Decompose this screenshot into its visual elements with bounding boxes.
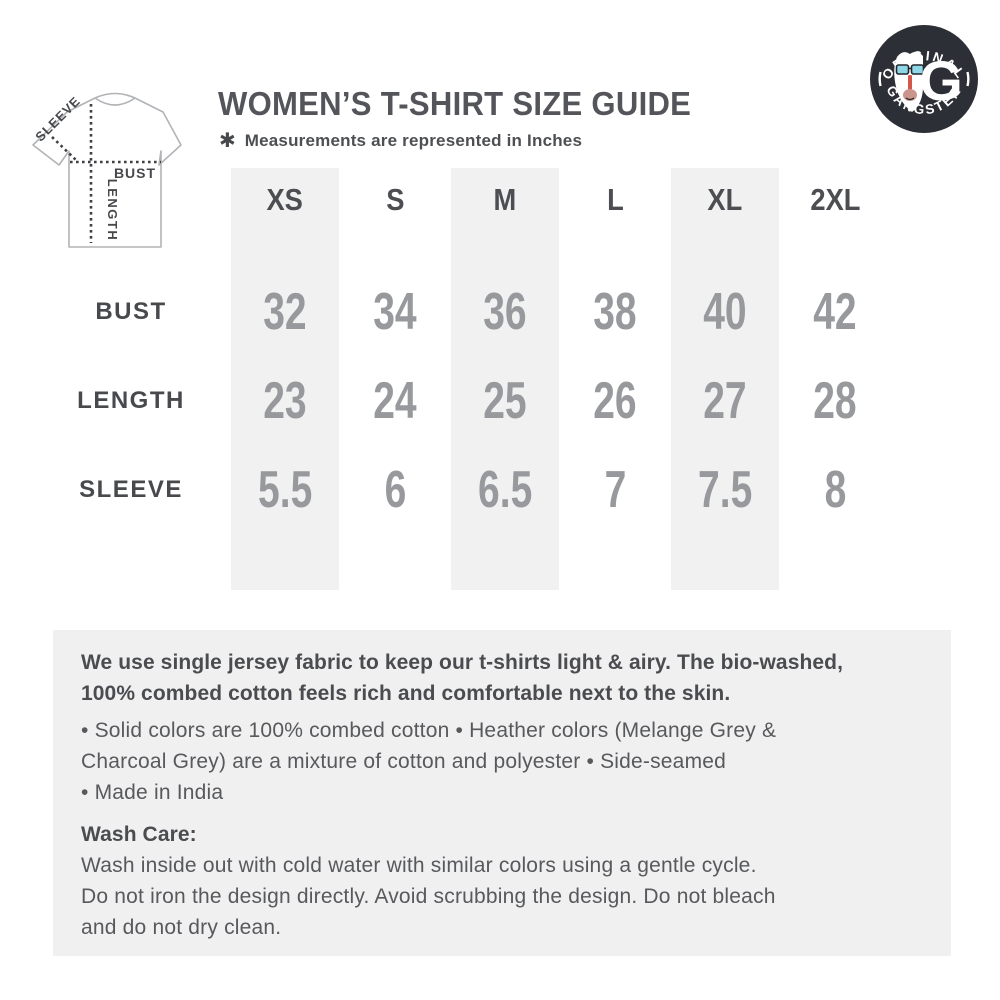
fabric-info-panel: We use single jersey fabric to keep our … [53, 630, 951, 956]
brand-logo-badge: ORIGINAL GANGSTER G [870, 25, 978, 133]
highlight-stripe-xs [231, 168, 339, 590]
cell-sleeve-xl: 7.5 [697, 461, 753, 519]
cell-sleeve-2xl: 8 [824, 461, 846, 519]
row-label-length: LENGTH [77, 387, 185, 414]
diagram-length-label: LENGTH [105, 179, 120, 241]
diagram-bust-label: BUST [114, 165, 156, 181]
column-header-xs: XS [266, 182, 304, 217]
collar-line [94, 97, 136, 106]
tshirt-measurement-diagram: SLEEVE BUST LENGTH [32, 92, 182, 248]
wash-care-line-1: Wash inside out with cold water with sim… [81, 854, 757, 877]
size-table-header-row: XS S M L XL 2XL [230, 172, 890, 228]
sunglasses-right-lens [910, 64, 925, 75]
column-header-m: M [493, 182, 517, 217]
wash-care-text: Wash inside out with cold water with sim… [81, 850, 923, 943]
fabric-intro-line-2: 100% combed cotton feels rich and comfor… [81, 682, 731, 705]
sunglasses-left-lens [895, 64, 910, 75]
fabric-intro: We use single jersey fabric to keep our … [81, 647, 923, 709]
cell-bust-s: 34 [373, 283, 417, 341]
cell-bust-m: 36 [483, 283, 527, 341]
mandrill-nose [908, 75, 912, 90]
cell-bust-xl: 40 [703, 283, 747, 341]
mandrill-face-icon [894, 51, 925, 112]
column-header-l: L [606, 182, 624, 217]
badge-circle [870, 25, 978, 133]
badge-left-dash [878, 71, 882, 87]
mandrill-mouth [905, 97, 915, 101]
highlight-stripe-xl [671, 168, 779, 590]
column-header-xl: XL [707, 182, 743, 217]
fabric-details: • Solid colors are 100% combed cotton • … [81, 715, 923, 808]
row-label-bust: BUST [95, 298, 167, 325]
cell-bust-xs: 32 [263, 283, 307, 341]
page-title: WOMEN’S T-SHIRT SIZE GUIDE [218, 85, 692, 123]
sleeve-seams [58, 150, 162, 166]
cell-length-l: 26 [593, 372, 637, 430]
wash-care-line-2: Do not iron the design directly. Avoid s… [81, 885, 776, 908]
wash-care-line-3: and do not dry clean. [81, 916, 282, 939]
fabric-details-line-2: Charcoal Grey) are a mixture of cotton a… [81, 750, 727, 773]
wash-care-heading: Wash Care: [81, 823, 197, 846]
column-header-s: S [385, 182, 405, 217]
cell-length-s: 24 [373, 372, 417, 430]
cell-sleeve-m: 6.5 [477, 461, 533, 519]
table-row-bust: BUST 32 34 36 38 40 42 [32, 283, 890, 341]
table-row-length: LENGTH 23 24 25 26 27 28 [32, 372, 890, 430]
measurement-note: ✱ Measurements are represented in Inches [219, 129, 582, 153]
column-header-2xl: 2XL [809, 182, 861, 217]
cell-bust-2xl: 42 [813, 283, 857, 341]
cell-sleeve-xs: 5.5 [257, 461, 313, 519]
fabric-details-line-3: • Made in India [81, 781, 224, 804]
cell-length-2xl: 28 [813, 372, 857, 430]
fabric-details-line-1: • Solid colors are 100% combed cotton • … [81, 719, 777, 742]
asterisk-icon: ✱ [219, 130, 236, 152]
highlight-stripe-m [451, 168, 559, 590]
cell-bust-l: 38 [593, 283, 637, 341]
cell-length-xs: 23 [263, 372, 307, 430]
table-row-sleeve: SLEEVE 5.5 6 6.5 7 7.5 8 [32, 461, 890, 519]
badge-right-dash [966, 71, 970, 87]
cell-sleeve-l: 7 [604, 461, 626, 519]
monogram-g: G [919, 49, 963, 112]
cell-length-xl: 27 [703, 372, 747, 430]
cell-sleeve-s: 6 [384, 461, 406, 519]
row-label-sleeve: SLEEVE [79, 476, 183, 503]
fabric-intro-line-1: We use single jersey fabric to keep our … [81, 651, 844, 674]
measurement-note-text: Measurements are represented in Inches [244, 131, 583, 150]
cell-length-m: 25 [483, 372, 527, 430]
